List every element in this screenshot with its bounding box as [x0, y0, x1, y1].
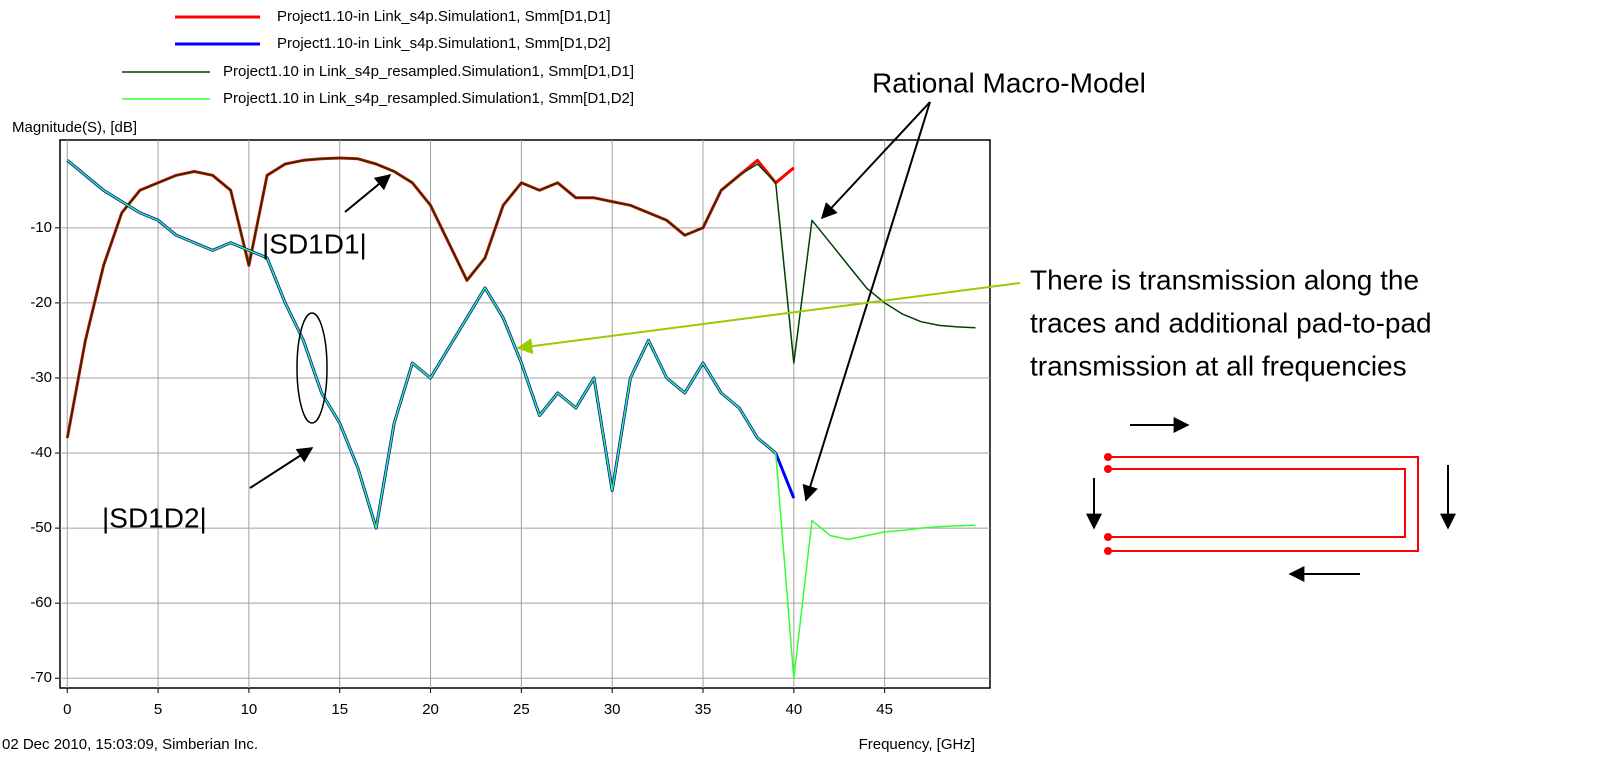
x-tick-label: 30	[604, 701, 621, 718]
footer: 02 Dec 2010, 15:03:09, Simberian Inc.	[2, 736, 258, 753]
legend-label: Project1.10-in Link_s4p.Simulation1, Smm…	[277, 8, 611, 25]
annotation: |SD1D1|	[262, 228, 367, 259]
annotation-arrow	[516, 282, 1021, 355]
x-tick-label: 25	[513, 701, 530, 718]
y-tick-label: -40	[30, 444, 52, 461]
annotation: There is transmission along the	[1030, 264, 1419, 295]
annotation-arrows	[249, 101, 931, 502]
y-tick-label: -20	[30, 294, 52, 311]
legend-label: Project1.10 in Link_s4p_resampled.Simula…	[223, 63, 634, 80]
x-tick-label: 5	[154, 701, 162, 718]
legend-label: Project1.10 in Link_s4p_resampled.Simula…	[223, 90, 634, 107]
y-axis-label: Magnitude(S), [dB]	[12, 119, 137, 136]
grid	[55, 140, 990, 693]
x-tick-label: 20	[422, 701, 439, 718]
y-tick-label: -60	[30, 594, 52, 611]
legend-label: Project1.10-in Link_s4p.Simulation1, Smm…	[277, 35, 611, 52]
x-tick-label: 0	[63, 701, 71, 718]
x-tick-label: 40	[785, 701, 802, 718]
y-tick-label: -70	[30, 669, 52, 686]
schematic	[1086, 417, 1456, 582]
series-line	[66, 159, 976, 679]
series-line	[66, 157, 976, 439]
annotation: Rational Macro-Model	[872, 67, 1146, 98]
annotation: |SD1D2|	[102, 502, 207, 533]
x-axis-label: Frequency, [GHz]	[859, 736, 975, 753]
x-tick-label: 10	[241, 701, 258, 718]
annotation: transmission at all frequencies	[1030, 350, 1407, 381]
y-tick-label: -30	[30, 369, 52, 386]
lines	[65, 156, 976, 679]
y-tick-label: -50	[30, 519, 52, 536]
y-tick-label: -10	[30, 219, 52, 236]
x-tick-label: 15	[331, 701, 348, 718]
x-tick-label: 45	[876, 701, 893, 718]
x-tick-label: 35	[695, 701, 712, 718]
plot-area	[59, 139, 991, 689]
annotation: traces and additional pad-to-pad	[1030, 307, 1432, 338]
